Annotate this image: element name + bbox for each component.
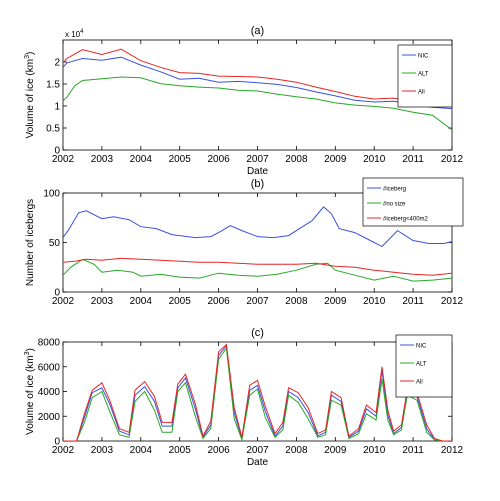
legend: #iceberg #no size #iceberg<400m2	[362, 177, 464, 227]
x-tick-label: 2009	[324, 154, 347, 165]
legend-label: #iceberg	[383, 187, 406, 193]
x-tick-label: 2003	[91, 296, 114, 307]
chart-2: (b) 2002 2003 2004 2005 2006 2007 2008 2009 2010 2…	[25, 177, 464, 307]
x-axis-label: Date	[247, 457, 269, 468]
y-tick-label: 0	[54, 437, 60, 448]
legend: NIC ALT All	[397, 44, 453, 108]
y-tick-label: 0	[54, 288, 60, 299]
series-line-all	[63, 48, 452, 106]
legend-label: All	[416, 380, 423, 386]
plot-area	[62, 341, 453, 442]
x-tick-label: 2010	[363, 445, 386, 456]
x-tick-label: 2005	[169, 154, 192, 165]
y-tick-label: 6000	[38, 362, 61, 373]
x-tick-label: 2006	[207, 154, 230, 165]
x-tick-label: 2007	[246, 445, 269, 456]
legend: NIC ALT All	[395, 334, 453, 398]
y-tick-label: 100	[43, 189, 60, 200]
x-tick-label: 2002	[52, 296, 75, 307]
x-tick-label: 2002	[52, 154, 75, 165]
y-tick-label: 0	[54, 146, 60, 157]
y-tick-label: 1.5	[46, 80, 60, 91]
series-line-nosize	[63, 258, 452, 282]
x-tick-label: 2003	[91, 154, 114, 165]
x-axis-label: Date	[247, 166, 269, 177]
y-tick-label: 0.5	[46, 124, 60, 135]
chart-3: (c) 2002 2003 2004 2005 2006 2007 2008 2009 2010 2…	[24, 327, 464, 468]
x-tick-label: 2006	[207, 445, 230, 456]
y-tick-label: 2	[54, 58, 60, 69]
legend-label: NIC	[418, 54, 429, 60]
y-tick-label: 50	[49, 238, 61, 249]
y-tick-label: 1	[54, 102, 60, 113]
x-tick-label: 2011	[402, 296, 424, 307]
y-tick-label: 2000	[38, 412, 61, 423]
chart-title: (a)	[251, 25, 264, 37]
series-line-iceberg400m2	[63, 257, 452, 276]
y-axis-label: Volume of ice (km3)	[24, 52, 36, 139]
y-tick-label: 8000	[38, 338, 61, 349]
series-line-nic	[63, 344, 452, 441]
x-tick-label: 2006	[207, 296, 230, 307]
x-tick-label: 2011	[402, 154, 424, 165]
x-tick-label: 2007	[246, 154, 269, 165]
x-tick-label: 2002	[52, 445, 75, 456]
chart-1: (a) 2002 2003 2004 2005 2006 2007 2008 2009 2010 2…	[24, 25, 464, 177]
legend-label: #iceberg<400m2	[383, 217, 429, 223]
legend-label: All	[418, 90, 425, 96]
x-tick-label: 2008	[285, 445, 308, 456]
chart-title: (b)	[251, 178, 264, 190]
x-tick-label: 2010	[363, 154, 386, 165]
x-tick-label: 2004	[130, 445, 153, 456]
x-tick-label: 2009	[324, 445, 347, 456]
y-exponent-sup: 4	[80, 29, 84, 35]
legend-label: NIC	[416, 344, 427, 350]
x-tick-label: 2009	[324, 296, 347, 307]
series-line-alt	[63, 346, 452, 441]
legend-label: #no size	[383, 202, 406, 208]
plot-area	[62, 39, 453, 151]
x-tick-label: 2005	[169, 445, 192, 456]
x-tick-label: 2010	[363, 296, 386, 307]
legend-label: ALT	[416, 362, 427, 368]
x-tick-label: 2003	[91, 445, 114, 456]
x-tick-label: 2005	[169, 296, 192, 307]
x-tick-label: 2012	[441, 154, 464, 165]
y-axis-label: Number of icebergs	[25, 199, 36, 286]
x-tick-label: 2004	[130, 296, 153, 307]
series-line-nic	[63, 56, 452, 110]
x-tick-label: 2008	[285, 296, 308, 307]
x-tick-label: 2012	[441, 296, 464, 307]
y-exponent-label: x 104	[65, 29, 84, 39]
y-axis-label: Volume of ice (km3)	[24, 348, 36, 435]
x-tick-label: 2012	[441, 445, 464, 456]
legend-label: ALT	[418, 72, 429, 78]
x-tick-label: 2008	[285, 154, 308, 165]
series-line-alt	[63, 76, 452, 131]
series-line-iceberg	[63, 206, 452, 248]
series-line-all	[63, 343, 452, 441]
y-tick-label: 4000	[38, 387, 61, 398]
chart-title: (c)	[251, 327, 264, 339]
legend-box	[395, 334, 453, 398]
x-tick-label: 2004	[130, 154, 153, 165]
x-tick-label: 2011	[402, 445, 424, 456]
x-tick-label: 2007	[246, 296, 269, 307]
